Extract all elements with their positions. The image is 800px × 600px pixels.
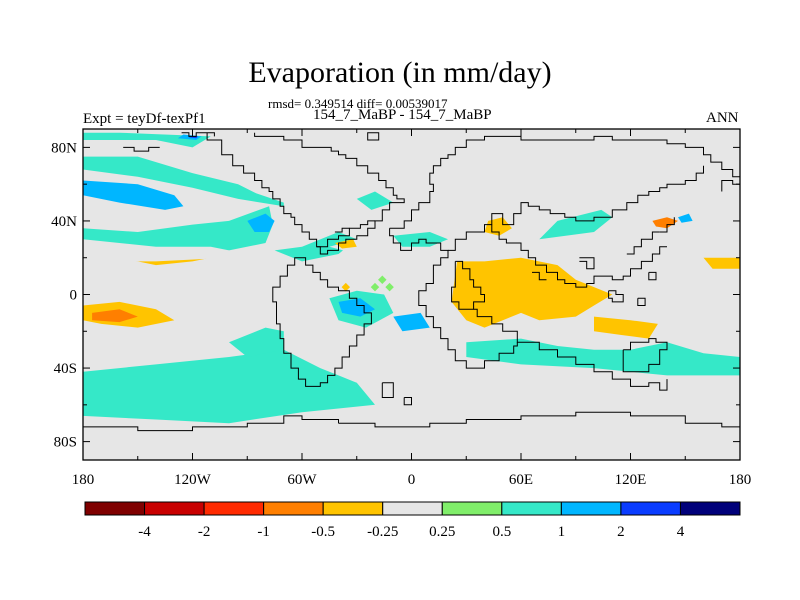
coastline-15 bbox=[532, 271, 547, 281]
coastline-11 bbox=[491, 224, 667, 288]
colorbar-swatch bbox=[322, 501, 384, 516]
region-japan-red bbox=[652, 217, 678, 229]
coastline-20 bbox=[648, 271, 657, 281]
y-tick-label: 40N bbox=[51, 214, 77, 230]
colorbar-swatch bbox=[501, 501, 562, 516]
colorbar-label: -2 bbox=[198, 524, 211, 540]
coastline-23 bbox=[83, 415, 339, 432]
region-arctic-green bbox=[83, 132, 211, 148]
coastline-2 bbox=[206, 132, 405, 255]
coastline-16 bbox=[579, 257, 595, 270]
coastline-5 bbox=[316, 220, 375, 248]
coastline-7 bbox=[389, 135, 740, 229]
colorbar: -4 -2 -1 -0.5 -0.25 0.25 0.5 1 2 4 bbox=[84, 501, 741, 540]
coastline-10 bbox=[448, 165, 704, 251]
tick-marks bbox=[82, 129, 741, 460]
coastline-21 bbox=[659, 217, 675, 233]
small-feature-1 bbox=[385, 282, 394, 292]
season-label: ANN bbox=[706, 110, 739, 126]
map-title: Evaporation (in mm/day) bbox=[248, 56, 552, 89]
coastline-3 bbox=[367, 132, 380, 141]
small-feature-2 bbox=[370, 282, 380, 292]
region-north-atlantic-green bbox=[356, 191, 394, 210]
colorbar-label: 2 bbox=[617, 524, 625, 540]
y-tick-label: 40S bbox=[54, 361, 77, 377]
colorbar-label: -0.5 bbox=[311, 524, 335, 540]
coastline-24 bbox=[381, 382, 394, 398]
colorbar-label: -4 bbox=[138, 524, 151, 540]
colorbar-label: 0.5 bbox=[492, 524, 511, 540]
small-feature-3 bbox=[341, 282, 351, 292]
colorbar-swatch bbox=[620, 501, 681, 516]
colorbar-swatch bbox=[203, 501, 265, 516]
region-south-america-west-green bbox=[229, 327, 284, 357]
colorbar-label: -1 bbox=[257, 524, 270, 540]
coastline-layer bbox=[83, 132, 740, 432]
colorbar-swatch bbox=[382, 501, 443, 516]
x-tick-label: 180 bbox=[729, 472, 752, 488]
coastline-12 bbox=[451, 260, 485, 310]
colorbar-swatch bbox=[84, 501, 146, 516]
region-north-pacific-green-band bbox=[83, 156, 284, 207]
coastline-6 bbox=[334, 227, 350, 233]
x-tick-label: 180 bbox=[72, 472, 95, 488]
region-atlantic-cyan-small bbox=[393, 312, 430, 332]
region-pacific-orange-east bbox=[703, 257, 740, 269]
coastline-13 bbox=[473, 308, 668, 391]
region-japan-cyan bbox=[678, 213, 693, 223]
experiment-label: Expt = teyDf-texPf1 bbox=[83, 111, 206, 127]
coastline-4 bbox=[272, 257, 372, 387]
region-south-pacific-red bbox=[92, 309, 138, 323]
y-tick-label: 0 bbox=[70, 288, 78, 304]
y-tick-label: 80S bbox=[54, 435, 77, 451]
coastline-8 bbox=[721, 180, 740, 192]
colorbar-label: 4 bbox=[677, 524, 685, 540]
colorbar-label: -0.25 bbox=[367, 524, 398, 540]
region-atlantic-orange bbox=[334, 239, 357, 249]
region-indian-orange bbox=[451, 257, 613, 328]
coastline-25 bbox=[403, 397, 412, 406]
contour-fill-layer bbox=[83, 132, 740, 424]
x-tick-label: 60E bbox=[509, 472, 533, 488]
region-southern-ocean-green bbox=[83, 349, 375, 424]
coastline-22 bbox=[338, 411, 740, 428]
colorbar-label: 1 bbox=[558, 524, 566, 540]
region-pacific-yellow-east bbox=[685, 276, 740, 302]
coastline-19 bbox=[637, 297, 646, 306]
rmsd-diff-stats: rmsd= 0.349514 diff= 0.00539017 bbox=[268, 96, 448, 111]
coastline-1 bbox=[123, 146, 160, 152]
y-tick-label: 80N bbox=[51, 140, 77, 156]
region-atlantic-south-cyan bbox=[338, 298, 375, 317]
coastline-0 bbox=[181, 132, 215, 137]
small-feature-0 bbox=[378, 275, 387, 285]
colorbar-swatch bbox=[144, 501, 205, 516]
colorbar-swatch bbox=[441, 501, 503, 516]
region-indian-orange-east bbox=[594, 316, 658, 339]
coastline-14 bbox=[622, 338, 668, 373]
coastline-17 bbox=[626, 231, 660, 255]
x-tick-label: 60W bbox=[287, 472, 317, 488]
colorbar-swatch bbox=[560, 501, 622, 516]
colorbar-swatch bbox=[679, 501, 741, 516]
colorbar-label: 0.25 bbox=[429, 524, 455, 540]
x-tick-label: 120W bbox=[174, 472, 212, 488]
x-tick-label: 0 bbox=[408, 472, 416, 488]
region-north-pacific-cyan bbox=[83, 180, 184, 210]
x-tick-label: 120E bbox=[615, 472, 647, 488]
period-label: 154_7_MaBP - 154_7_MaBP bbox=[313, 107, 492, 123]
region-subtropic-north-cyan bbox=[247, 213, 275, 232]
region-indian-green-south bbox=[466, 338, 740, 376]
region-north-pacific-yellow bbox=[83, 239, 248, 262]
colorbar-swatch bbox=[263, 501, 324, 516]
coastline-18 bbox=[608, 290, 624, 303]
coastline-9 bbox=[389, 228, 518, 369]
